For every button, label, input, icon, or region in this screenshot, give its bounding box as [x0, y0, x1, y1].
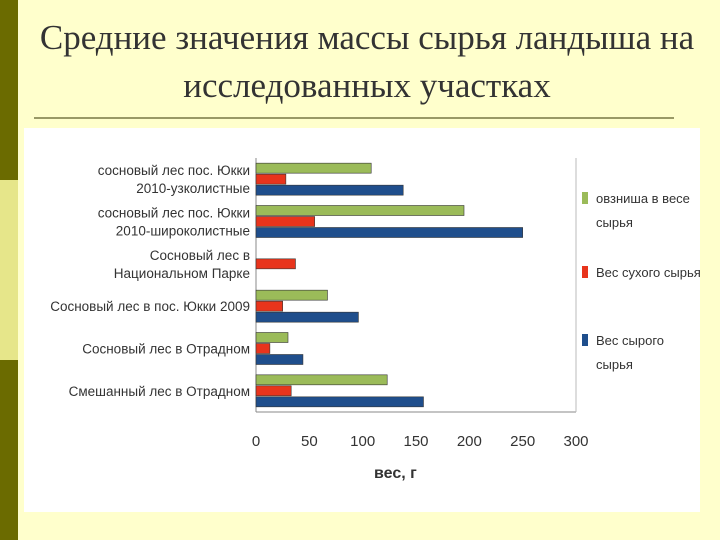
- side-accent-top: [0, 0, 18, 180]
- legend-swatch: [582, 192, 588, 204]
- category-label: сосновый лес пос. Юкки: [98, 163, 250, 178]
- bar-chart: сосновый лес пос. Юкки 2010-узколистные со…: [50, 158, 701, 482]
- x-tick-label: 50: [301, 433, 318, 450]
- legend-swatch: [582, 266, 588, 278]
- category-label: 2010-узколистные: [136, 181, 250, 196]
- bar-dry-2: [255, 258, 296, 270]
- x-tick-label: 250: [510, 433, 535, 450]
- category-label: сосновый лес пос. Юкки: [98, 206, 250, 221]
- bar-green-3: [255, 289, 328, 301]
- title-divider: [34, 117, 674, 119]
- category-label: Смешанный лес в Отрадном: [69, 384, 250, 399]
- x-tick-labels: 0 50 100 150 200 250 300: [252, 433, 589, 450]
- bar-fresh-0: [255, 184, 404, 196]
- bar-fresh-3: [255, 311, 359, 323]
- category-labels: сосновый лес пос. Юкки 2010-узколистные со…: [50, 163, 250, 399]
- bar-dry-3: [255, 300, 283, 312]
- legend-label: Вес сырого: [596, 333, 664, 348]
- legend-label: сырья: [596, 215, 633, 230]
- category-label: Сосновый лес в пос. Юкки 2009: [50, 299, 250, 314]
- category-label: Сосновый лес в: [150, 248, 250, 263]
- legend-label: сырья: [596, 357, 633, 372]
- bar-dry-0: [255, 173, 287, 185]
- bar-dry-5: [255, 385, 292, 397]
- bar-green-1: [255, 205, 465, 216]
- legend-label: Вес сухого сырья: [596, 265, 700, 280]
- chart-panel: сосновый лес пос. Юкки 2010-узколистные со…: [24, 128, 701, 512]
- side-accent-bottom: [0, 360, 18, 540]
- bar-dry-4: [255, 343, 271, 354]
- plot-area: [255, 158, 577, 413]
- x-tick-label: 300: [563, 433, 588, 450]
- bar-fresh-1: [255, 227, 523, 238]
- legend-label: овзниша в весе: [596, 191, 690, 206]
- category-label: Сосновый лес в Отрадном: [82, 342, 250, 357]
- category-label: 2010-широколистные: [116, 224, 250, 239]
- legend-swatch: [582, 334, 588, 346]
- x-tick-label: 100: [350, 433, 375, 450]
- category-label: Национальном Парке: [114, 266, 250, 281]
- bar-fresh-4: [255, 354, 304, 365]
- bar-green-0: [255, 162, 372, 174]
- x-tick-label: 150: [403, 433, 428, 450]
- bar-dry-1: [255, 216, 315, 227]
- bar-green-5: [255, 374, 388, 386]
- x-axis-label: вес, г: [374, 465, 417, 482]
- x-tick-label: 0: [252, 433, 260, 450]
- side-accent-middle: [0, 180, 18, 360]
- bar-fresh-5: [255, 396, 424, 408]
- legend: овзниша в весе сырья Вес сухого сырья Вес с…: [582, 191, 701, 372]
- x-tick-label: 200: [457, 433, 482, 450]
- bar-green-4: [255, 332, 289, 343]
- slide-title: Средние значения массы сырья ландыша на …: [39, 18, 695, 105]
